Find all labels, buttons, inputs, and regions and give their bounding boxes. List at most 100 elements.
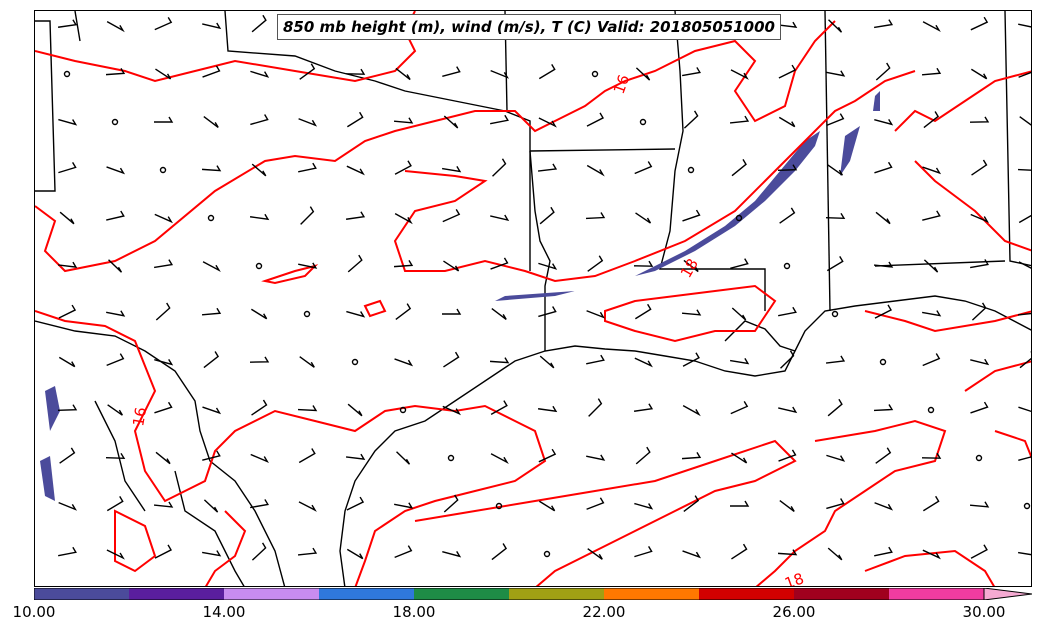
wind-barb <box>538 64 556 80</box>
contour-line <box>604 284 777 343</box>
wind-barb <box>1018 23 1031 28</box>
wind-barb <box>300 206 315 225</box>
calm-wind-circle <box>63 70 71 78</box>
wind-barb <box>298 162 317 173</box>
state-boundary <box>35 20 56 192</box>
state-boundary <box>529 150 551 351</box>
wind-barb <box>874 304 893 319</box>
wind-barb <box>490 69 510 79</box>
wind-barb <box>442 550 462 558</box>
wind-barb <box>1018 261 1031 269</box>
wind-barb <box>106 310 126 317</box>
wind-barb <box>586 310 606 319</box>
wind-barb <box>586 497 605 510</box>
wind-barb <box>490 214 510 222</box>
wind-barb <box>1017 168 1031 171</box>
wind-barb <box>779 500 795 512</box>
contour-line <box>114 509 157 573</box>
contour-labels: 16 16 18 18 <box>129 72 806 587</box>
wind-barb <box>586 112 605 127</box>
wind-barb <box>442 166 462 173</box>
wind-barb <box>251 163 267 177</box>
wind-barb <box>971 159 988 176</box>
wind-barb <box>490 453 509 465</box>
wind-barb <box>59 211 75 225</box>
wind-barb <box>874 502 894 511</box>
wind-barb <box>396 451 411 465</box>
wind-barb <box>106 166 126 175</box>
boundaries <box>35 11 1031 586</box>
wind-barb <box>106 353 125 367</box>
wind-barb <box>969 116 990 123</box>
wind-barb <box>250 114 269 126</box>
wind-barb <box>347 403 363 417</box>
wind-barb <box>394 545 413 559</box>
calm-wind-circle <box>1023 502 1031 510</box>
wind-barb <box>345 211 366 220</box>
wind-barb <box>826 70 846 77</box>
wind-barb <box>345 68 366 75</box>
calm-wind-circle <box>207 214 215 222</box>
wind-barb <box>346 310 366 318</box>
wind-barb <box>875 211 891 225</box>
wind-barb <box>298 501 317 512</box>
wind-barb <box>538 262 558 270</box>
contour-line <box>864 549 995 586</box>
wind-barb <box>731 307 747 321</box>
coastline <box>339 295 1031 586</box>
wind-barb <box>681 452 702 460</box>
contour-line <box>35 20 836 273</box>
coastline <box>724 320 796 352</box>
wind-barb <box>923 111 940 129</box>
wind-barb <box>251 542 267 561</box>
wind-barb <box>682 550 702 559</box>
wind-barb <box>778 406 798 414</box>
wind-barb <box>154 401 173 414</box>
wind-barb <box>780 350 795 369</box>
wind-barb <box>299 356 315 368</box>
contour-label: 18 <box>782 569 806 587</box>
wind-barb <box>490 400 508 415</box>
wind-barb <box>826 256 844 272</box>
calm-wind-circle <box>975 454 983 462</box>
wind-barb <box>297 547 318 556</box>
wind-barb <box>298 448 316 464</box>
wind-barb <box>731 543 748 560</box>
contour-line <box>205 510 247 586</box>
wind-barbs <box>57 14 1031 561</box>
wind-barb <box>346 548 364 560</box>
wind-barb <box>874 118 894 126</box>
colorbar <box>34 588 1032 600</box>
wind-barb <box>539 206 555 225</box>
wind-barb <box>489 357 510 364</box>
wind-barb <box>633 260 654 267</box>
calm-wind-circle <box>111 118 119 126</box>
wind-barb <box>730 358 750 365</box>
wind-barb <box>731 158 747 177</box>
colorbar-tick-label: 14.00 <box>202 603 246 621</box>
wind-barb <box>203 116 219 128</box>
wind-barb <box>58 356 76 368</box>
wind-barb <box>922 495 940 512</box>
state-boundary <box>1004 11 1031 267</box>
wind-barb <box>634 546 653 558</box>
wind-barb <box>538 448 557 463</box>
wind-barb <box>154 213 173 224</box>
state-boundary <box>874 260 1006 267</box>
calm-wind-circle <box>687 166 695 174</box>
wind-barb <box>922 210 941 221</box>
wind-barb <box>154 259 174 269</box>
wind-barb <box>538 306 557 318</box>
calm-wind-circle <box>255 262 263 270</box>
wind-barb <box>59 447 76 464</box>
wind-barb <box>922 166 942 175</box>
wind-barb <box>635 67 651 81</box>
colorbar-segment <box>604 588 700 600</box>
wind-barb <box>250 308 268 320</box>
wind-barb <box>825 212 846 220</box>
wind-barb <box>58 546 77 557</box>
wind-barb <box>730 69 749 80</box>
wind-barb <box>57 19 78 28</box>
wind-barb <box>443 115 459 129</box>
wind-barb <box>298 262 318 269</box>
